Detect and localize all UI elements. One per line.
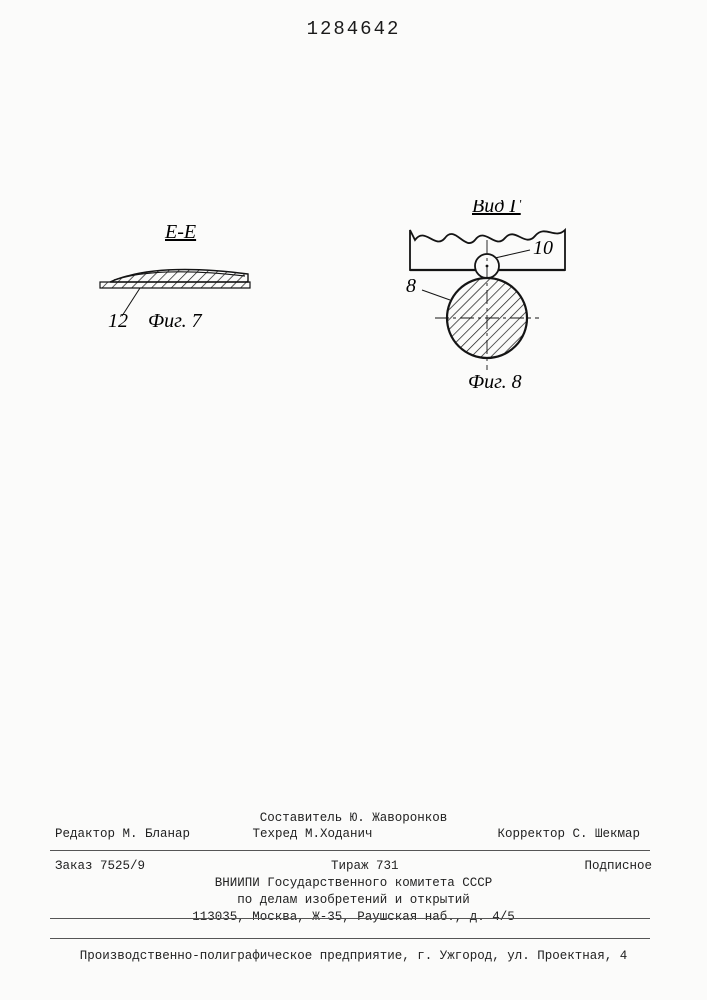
- document-number: 1284642: [0, 18, 707, 40]
- footer-mid-row1: Заказ 7525/9 Тираж 731 Подписное: [55, 858, 652, 875]
- order-number: Заказ 7525/9: [55, 858, 145, 875]
- credits-editor: Редактор М. Бланар: [55, 826, 245, 843]
- fig8-leader-8: [422, 290, 450, 300]
- print-run: Тираж 731: [331, 858, 399, 875]
- fig8-view-label: Вид Г: [472, 200, 522, 217]
- org-line-1: ВНИИПИ Государственного комитета СССР: [55, 875, 652, 892]
- credits-tech-editor: Техред М.Ходанич: [253, 826, 443, 843]
- org-line-2: по делам изобретений и открытий: [55, 892, 652, 909]
- rule-bottom: [50, 938, 650, 939]
- figure-7: Е-Е 12 Фиг. 7: [100, 221, 250, 332]
- fig8-callout-10: 10: [533, 237, 553, 259]
- rule-top: [50, 850, 650, 851]
- subscription: Подписное: [584, 858, 652, 875]
- fig8-callout-8: 8: [406, 275, 416, 297]
- fig7-base-strip: [100, 282, 250, 288]
- figure-8: Вид Г 10 8: [406, 200, 565, 393]
- credits-row: Редактор М. Бланар Техред М.Ходанич Корр…: [55, 826, 652, 843]
- publisher-line: Производственно-полиграфическое предприя…: [55, 948, 652, 965]
- figures-area: Е-Е 12 Фиг. 7 Вид Г: [60, 200, 640, 460]
- fig7-section-label: Е-Е: [164, 221, 196, 243]
- footer-mid: Заказ 7525/9 Тираж 731 Подписное ВНИИПИ …: [55, 858, 652, 926]
- credits-corrector: Корректор С. Шекмар: [450, 826, 640, 843]
- credits-compiler: Составитель Ю. Жаворонков: [55, 810, 652, 827]
- page-root: 1284642 Е-Е 12: [0, 0, 707, 1000]
- figures-svg: Е-Е 12 Фиг. 7 Вид Г: [60, 200, 640, 480]
- fig8-caption: Фиг. 8: [468, 371, 522, 393]
- rule-mid: [50, 918, 650, 919]
- fig7-caption: Фиг. 7: [148, 310, 203, 332]
- fig7-callout-12: 12: [108, 310, 128, 332]
